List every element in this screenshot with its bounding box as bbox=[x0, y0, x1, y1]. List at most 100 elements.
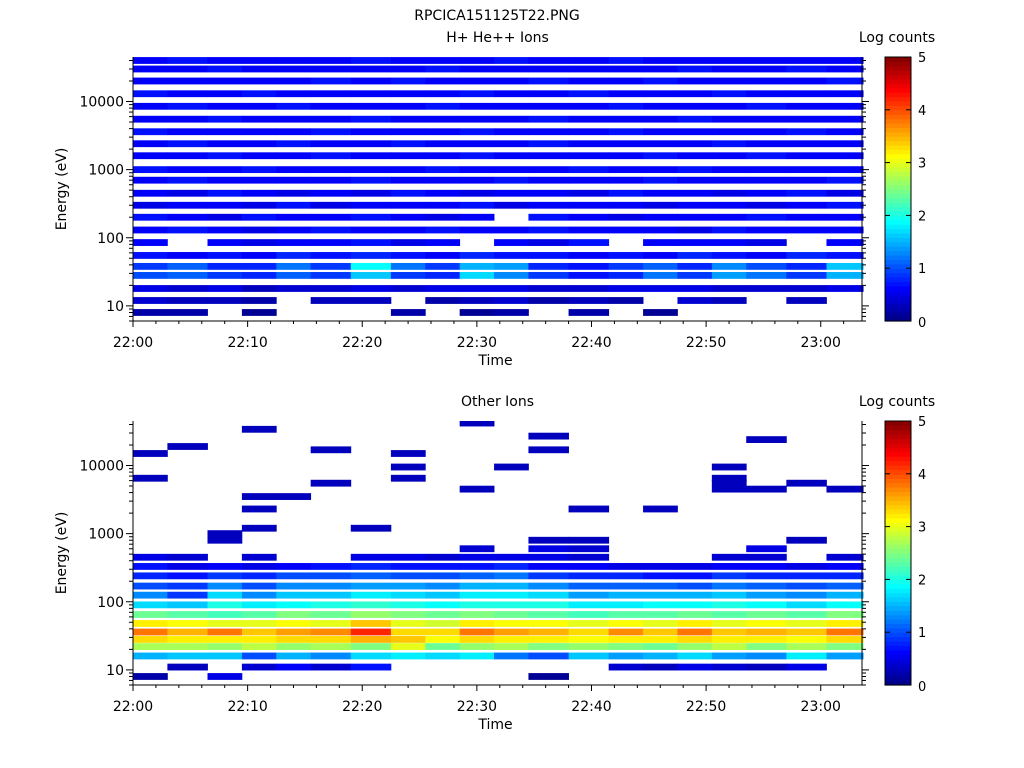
heatmap-cell bbox=[459, 65, 495, 73]
heatmap-cell bbox=[494, 128, 529, 136]
heatmap-cell bbox=[241, 663, 277, 671]
heatmap-cell bbox=[425, 90, 461, 98]
colorbar-segment bbox=[885, 636, 911, 642]
heatmap-cell bbox=[425, 601, 461, 609]
heatmap-cell bbox=[459, 226, 495, 234]
heatmap-cell bbox=[826, 636, 864, 643]
heatmap-cell bbox=[786, 636, 827, 643]
colorbar-segment bbox=[885, 535, 911, 541]
heatmap-cell bbox=[711, 252, 747, 259]
heatmap-cell bbox=[350, 524, 392, 532]
heatmap-cell bbox=[425, 57, 461, 64]
heatmap-cell bbox=[390, 262, 426, 270]
heatmap-cell bbox=[608, 201, 644, 209]
heatmap-cell bbox=[786, 77, 827, 85]
colorbar-segment bbox=[885, 206, 911, 212]
colorbar-segment bbox=[885, 149, 911, 155]
heatmap-cell bbox=[167, 443, 208, 450]
heatmap-cell bbox=[643, 582, 678, 590]
heatmap-cell bbox=[390, 628, 426, 636]
heatmap-cell bbox=[677, 166, 713, 174]
heatmap-cell bbox=[390, 239, 426, 246]
colorbar-label: Log counts bbox=[859, 394, 935, 410]
heatmap-cell bbox=[677, 189, 713, 197]
heatmap-cell bbox=[167, 252, 208, 259]
heatmap-cell bbox=[568, 505, 610, 513]
heatmap-cell bbox=[746, 620, 787, 627]
heatmap-cell bbox=[494, 611, 529, 618]
heatmap-cell bbox=[677, 601, 713, 609]
colorbar-tick-label: 0 bbox=[918, 680, 926, 695]
heatmap-cell bbox=[425, 176, 461, 184]
heatmap-cell bbox=[390, 213, 426, 221]
heatmap-cell bbox=[528, 65, 569, 73]
heatmap-cell bbox=[746, 485, 787, 493]
heatmap-cell bbox=[276, 285, 312, 292]
heatmap-cell bbox=[241, 166, 277, 174]
heatmap-cell bbox=[241, 601, 277, 609]
heatmap-cell bbox=[241, 493, 277, 500]
heatmap-cell bbox=[390, 176, 426, 184]
heatmap-cell bbox=[390, 636, 426, 643]
heatmap-cell bbox=[167, 176, 208, 184]
heatmap-cell bbox=[241, 201, 277, 209]
heatmap-cell bbox=[425, 611, 461, 618]
heatmap-cell bbox=[167, 262, 208, 270]
heatmap-cell bbox=[711, 166, 747, 174]
colorbar-segment bbox=[885, 316, 911, 322]
y-tick-label: 10000 bbox=[79, 95, 124, 111]
heatmap-cell bbox=[390, 252, 426, 259]
colorbar-segment bbox=[885, 197, 911, 203]
heatmap-cell bbox=[459, 90, 495, 98]
heatmap-cell bbox=[276, 57, 312, 64]
y-axis-label: Energy (eV) bbox=[54, 148, 70, 231]
heatmap-cell bbox=[425, 213, 461, 221]
heatmap-cell bbox=[167, 582, 208, 590]
heatmap-cell bbox=[390, 474, 426, 482]
heatmap-cell bbox=[241, 189, 277, 197]
heatmap-cell bbox=[167, 591, 208, 599]
colorbar-segment bbox=[885, 583, 911, 589]
heatmap-cell bbox=[350, 128, 392, 136]
heatmap-cell bbox=[459, 485, 495, 493]
heatmap-cell bbox=[494, 601, 529, 609]
heatmap-cell bbox=[207, 628, 243, 636]
heatmap-cell bbox=[425, 201, 461, 209]
heatmap-cell bbox=[677, 591, 713, 599]
heatmap-cell bbox=[276, 102, 312, 110]
heatmap-cell bbox=[459, 152, 495, 160]
heatmap-cell bbox=[786, 611, 827, 618]
heatmap-cell bbox=[310, 102, 352, 110]
heatmap-cell bbox=[568, 309, 610, 316]
heatmap-cell bbox=[310, 140, 352, 148]
colorbar-segment bbox=[885, 87, 911, 93]
heatmap-cell bbox=[459, 636, 495, 643]
heatmap-cell bbox=[207, 102, 243, 110]
heatmap-cell bbox=[608, 77, 644, 85]
heatmap-cell bbox=[786, 572, 827, 580]
heatmap-cell bbox=[568, 628, 610, 636]
heatmap-cell bbox=[310, 479, 352, 487]
heatmap-cell bbox=[528, 446, 569, 454]
heatmap-cell bbox=[350, 636, 392, 643]
colorbar-segment bbox=[885, 83, 911, 89]
heatmap-cell bbox=[241, 572, 277, 580]
heatmap-cell bbox=[350, 57, 392, 64]
heatmap-cell bbox=[133, 152, 168, 160]
heatmap-cell bbox=[528, 582, 569, 590]
heatmap-cell bbox=[207, 582, 243, 590]
x-tick-label: 22:40 bbox=[571, 699, 611, 715]
heatmap-cell bbox=[711, 140, 747, 148]
heatmap-cell bbox=[528, 189, 569, 197]
heatmap-cell bbox=[207, 152, 243, 160]
colorbar-segment bbox=[885, 92, 911, 98]
heatmap-cell bbox=[276, 563, 312, 570]
heatmap-cell bbox=[133, 252, 168, 259]
heatmap-cell bbox=[711, 90, 747, 98]
heatmap-cell bbox=[711, 620, 747, 627]
heatmap-cell bbox=[133, 140, 168, 148]
heatmap-cell bbox=[133, 57, 168, 64]
heatmap-cell bbox=[167, 128, 208, 136]
colorbar-segment bbox=[885, 676, 911, 682]
heatmap-cell bbox=[276, 572, 312, 580]
